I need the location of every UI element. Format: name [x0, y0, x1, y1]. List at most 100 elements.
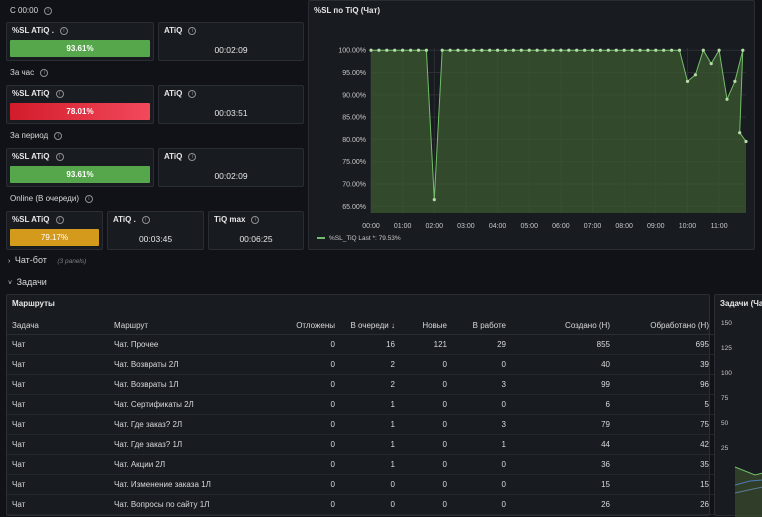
col-created[interactable]: Создано (Н) [511, 317, 615, 335]
data-point [401, 48, 405, 52]
chevron-right-icon: › [8, 258, 11, 265]
cell-task: Чат [7, 354, 109, 375]
col-new[interactable]: Новые [400, 317, 452, 335]
cell-processed: 75 [615, 414, 714, 435]
cell-in-work: 0 [452, 454, 511, 475]
cell-in-work: 1 [452, 434, 511, 455]
cell-in-queue: 1 [340, 454, 400, 475]
legend-swatch-icon [317, 237, 325, 240]
data-point [614, 48, 618, 52]
info-icon[interactable]: i [55, 152, 64, 161]
data-point [598, 48, 602, 52]
x-tick-label: 09:00 [647, 223, 665, 230]
cell-created: 79 [511, 414, 615, 435]
info-icon[interactable]: i [251, 215, 260, 224]
cell-in-queue: 0 [340, 474, 400, 495]
data-point [738, 131, 742, 135]
info-icon[interactable]: i [44, 6, 53, 15]
data-point [464, 48, 468, 52]
table-row[interactable]: Чат Чат. Где заказ? 2Л 0 1 0 3 79 75 [7, 414, 714, 435]
cell-postponed: 0 [261, 474, 340, 495]
x-tick-label: 07:00 [584, 223, 602, 230]
cell-new: 0 [400, 394, 452, 415]
data-point [670, 48, 674, 52]
cell-route: Чат. Сертификаты 2Л [109, 394, 261, 415]
atiq-value-4: 00:03:45 [138, 234, 173, 244]
table-row[interactable]: Чат Чат. Сертификаты 2Л 0 1 0 0 6 5 [7, 394, 714, 415]
cell-postponed: 0 [261, 434, 340, 455]
data-point [385, 48, 389, 52]
y-tick-label: 85.00% [342, 115, 366, 122]
series-line [371, 48, 747, 200]
data-point [432, 198, 436, 202]
series-area [371, 50, 746, 214]
y-tick-label: 100.00% [338, 48, 366, 55]
table-row[interactable]: Чат Чат. Акции 2Л 0 1 0 0 36 35 [7, 454, 714, 475]
data-point [630, 48, 634, 52]
data-point [409, 48, 413, 52]
data-point [654, 48, 658, 52]
info-icon[interactable]: i [55, 215, 64, 224]
cell-postponed: 0 [261, 334, 340, 355]
data-point [543, 48, 547, 52]
row-chatbot[interactable]: › Чат-бот (3 panels) [8, 255, 87, 265]
table-row[interactable]: Чат Чат. Вопросы по сайту 1Л 0 0 0 0 26 26 [7, 494, 714, 515]
info-icon[interactable]: i [54, 131, 63, 140]
col-route[interactable]: Маршрут [109, 317, 261, 335]
data-point [677, 48, 682, 52]
data-point [503, 48, 508, 52]
section-period: За период i [10, 131, 63, 140]
cell-in-queue: 1 [340, 394, 400, 415]
side-y-tick: 100 [721, 370, 732, 377]
x-tick-label: 02:00 [426, 223, 444, 230]
chart-legend[interactable]: %SL_TiQ Last *: 79.53% [317, 235, 401, 242]
data-point [606, 48, 610, 52]
info-icon[interactable]: i [188, 26, 197, 35]
table-row[interactable]: Чат Чат. Возвраты 1Л 0 2 0 3 99 96 [7, 374, 714, 395]
cell-postponed: 0 [261, 374, 340, 395]
table-row[interactable]: Чат Чат. Где заказ? 1Л 0 1 0 1 44 42 [7, 434, 714, 455]
section-since-midnight: С 00:00 i [10, 6, 53, 15]
info-icon[interactable]: i [141, 215, 150, 224]
data-point [701, 48, 705, 52]
data-point [440, 48, 444, 52]
info-icon[interactable]: i [188, 152, 197, 161]
col-in-work[interactable]: В работе [452, 317, 511, 335]
data-point [693, 73, 697, 77]
data-point [741, 48, 745, 52]
data-point [717, 48, 721, 52]
cell-in-work: 3 [452, 374, 511, 395]
section-online: Online (В очереди) i [10, 194, 93, 203]
sl-panel-4: %SL ATiQ i 79.17% [6, 211, 103, 250]
info-icon[interactable]: i [55, 89, 64, 98]
info-icon[interactable]: i [59, 26, 68, 35]
data-point [559, 48, 563, 52]
col-in-queue[interactable]: В очереди ↓ [340, 317, 400, 335]
x-tick-label: 01:00 [394, 223, 412, 230]
col-task[interactable]: Задача [7, 317, 109, 335]
col-postponed[interactable]: Отложены [261, 317, 340, 335]
sl-panel-1: %SL ATiQ .i 93.61% [6, 22, 154, 61]
cell-route: Чат. Где заказ? 1Л [109, 434, 261, 455]
cell-task: Чат [7, 434, 109, 455]
cell-processed: 96 [615, 374, 714, 395]
atiq-panel-4: ATiQ .i 00:03:45 [107, 211, 204, 250]
y-tick-label: 70.00% [342, 182, 366, 189]
info-icon[interactable]: i [84, 194, 93, 203]
cell-processed: 39 [615, 354, 714, 375]
col-processed[interactable]: Обработано (Н) [615, 317, 714, 335]
row-tasks[interactable]: ˅ Задачи [8, 277, 47, 287]
cell-task: Чат [7, 334, 109, 355]
info-icon[interactable]: i [40, 68, 49, 77]
data-point [622, 48, 626, 52]
data-point [685, 79, 690, 83]
cell-processed: 15 [615, 474, 714, 495]
table-row[interactable]: Чат Чат. Прочее 0 16 121 29 855 695 [7, 334, 714, 355]
table-row[interactable]: Чат Чат. Возвраты 2Л 0 2 0 0 40 39 [7, 354, 714, 375]
cell-processed: 42 [615, 434, 714, 455]
data-point [583, 48, 587, 52]
info-icon[interactable]: i [188, 89, 197, 98]
table-row[interactable]: Чат Чат. Изменение заказа 1Л 0 0 0 0 15 15 [7, 474, 714, 495]
cell-postponed: 0 [261, 414, 340, 435]
atiq-value-1: 00:02:09 [214, 45, 248, 55]
